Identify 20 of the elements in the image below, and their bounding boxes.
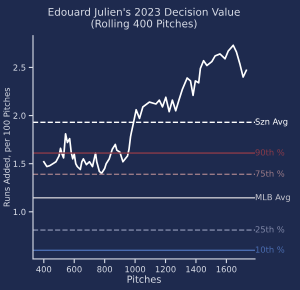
ref-line-label: Szn Avg [256,118,288,126]
ref-line-label: 90th % [256,149,284,156]
y-tick-label: 1.5 [14,160,26,167]
x-tick-label: 400 [36,266,52,272]
x-axis-title: Pitches [128,275,161,283]
x-tick-label: 1400 [186,266,206,272]
x-tick-label: 800 [97,266,112,272]
ref-line-label: 75th % [256,170,284,177]
ref-line-label: MLB Avg [256,194,290,202]
x-tick-label: 1000 [125,266,146,272]
y-axis-title: Runs Added, per 100 Pitches [3,88,12,206]
x-tick-label: 1600 [216,266,236,272]
y-tick-label: 2.5 [13,64,26,71]
ref-line-label: 25th % [256,226,284,233]
chart-title: Edouard Julien's 2023 Decision Value (Rolling 400 Pitches) [48,8,240,30]
x-tick-label: 1200 [156,266,176,272]
y-tick-label: 1.0 [14,208,26,216]
ref-line-label: 10th % [256,246,284,253]
x-tick-label: 600 [66,266,82,272]
y-tick-label: 2.0 [13,112,26,119]
